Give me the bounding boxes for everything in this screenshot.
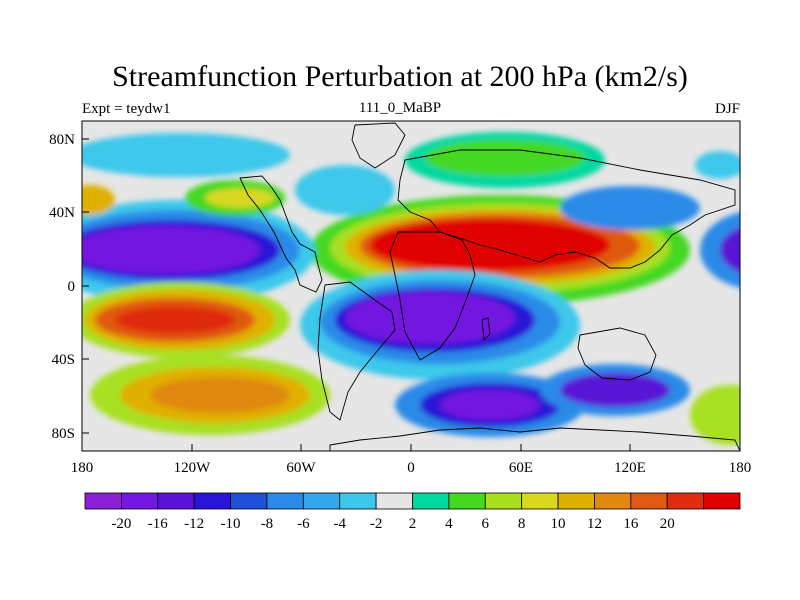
season-label: DJF [714, 101, 740, 117]
lon-tick-label: 180 [729, 460, 752, 476]
colorbar-swatch [666, 492, 705, 510]
lat-axis: 80N 40N 0 40S 80S [49, 132, 89, 442]
colorbar-swatch [448, 492, 486, 510]
lon-tick-label: 60W [286, 460, 316, 476]
colorbar-swatch [266, 492, 304, 510]
colorbar-swatch [302, 492, 341, 510]
lon-tick-label: 180 [71, 460, 94, 476]
colorbar-label: 10 [551, 516, 566, 532]
colorbar-label: 6 [482, 516, 490, 532]
colorbar-swatch [630, 492, 668, 510]
lon-axis: 180 120W 60W 0 60E 120E 180 [71, 444, 752, 476]
lon-tick-label: 120E [614, 460, 646, 476]
lon-tick-label: 0 [407, 460, 415, 476]
colorbar-swatch [484, 492, 523, 510]
time-label: 111_0_MaBP [358, 100, 442, 116]
colorbar-label: 12 [587, 516, 602, 532]
colorbar-label: 4 [445, 516, 453, 532]
colorbar-label: -20 [111, 516, 131, 532]
colorbar-swatch [120, 492, 159, 510]
colorbar-label: -2 [370, 516, 383, 532]
lat-tick-label: 40N [49, 205, 75, 221]
colorbar-swatch [557, 492, 595, 510]
colorbar-label: -12 [184, 516, 204, 532]
colorbar: -20 -16 -12 -10 -8 -6 -4 -2 2 4 6 8 10 12 16 20 [84, 492, 741, 532]
lat-tick-label: 0 [68, 279, 76, 295]
colorbar-label: 20 [660, 516, 675, 532]
colorbar-swatch [375, 492, 413, 510]
experiment-label: Expt = teydw1 [82, 101, 171, 117]
contour-field [82, 121, 740, 451]
colorbar-swatch [339, 492, 377, 510]
colorbar-swatch [230, 492, 268, 510]
colorbar-label: -16 [148, 516, 168, 532]
lon-tick-label: 120W [174, 460, 212, 476]
colorbar-swatch [193, 492, 231, 510]
colorbar-label: 8 [518, 516, 526, 532]
plot-title: Streamfunction Perturbation at 200 hPa (… [112, 60, 688, 93]
colorbar-swatch [157, 492, 195, 510]
colorbar-swatch [521, 492, 559, 510]
colorbar-label: -4 [333, 516, 346, 532]
colorbar-swatch [84, 492, 122, 510]
lon-tick-label: 60E [509, 460, 533, 476]
colorbar-label: 16 [623, 516, 639, 532]
lat-tick-label: 80S [52, 426, 75, 442]
lat-tick-label: 40S [52, 352, 75, 368]
colorbar-swatch [412, 492, 450, 510]
lat-tick-label: 80N [49, 132, 75, 148]
colorbar-swatch [594, 492, 632, 510]
colorbar-swatch [703, 492, 741, 510]
colorbar-label: -6 [297, 516, 310, 532]
colorbar-label: -8 [261, 516, 274, 532]
colorbar-label: -10 [221, 516, 241, 532]
colorbar-label: 2 [409, 516, 417, 532]
